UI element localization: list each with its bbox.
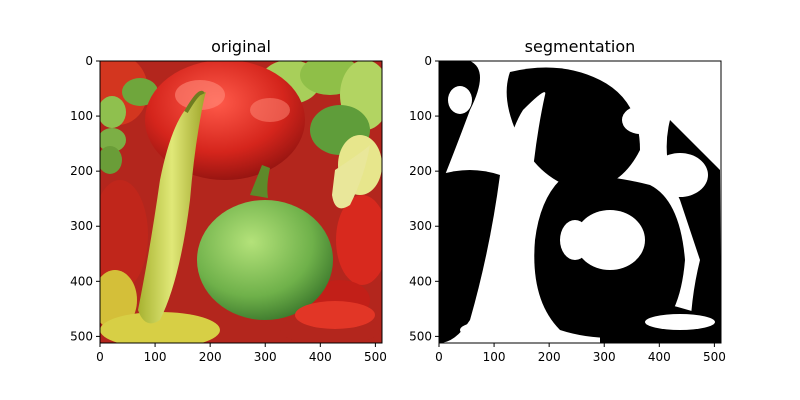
y-tick-label: 200 bbox=[70, 164, 93, 178]
x-tick-label: 200 bbox=[538, 350, 561, 364]
x-tick-label: 400 bbox=[309, 350, 332, 364]
y-tick-label: 100 bbox=[70, 109, 93, 123]
x-tick-label: 0 bbox=[435, 350, 443, 364]
original-frame bbox=[99, 60, 383, 344]
segmentation-frame bbox=[438, 60, 722, 344]
x-tick-label: 100 bbox=[483, 350, 506, 364]
x-tick-label: 500 bbox=[703, 350, 726, 364]
panel-title-original: original bbox=[211, 37, 271, 56]
x-tick-label: 400 bbox=[648, 350, 671, 364]
x-tick-label: 200 bbox=[199, 350, 222, 364]
y-tick-label: 300 bbox=[70, 219, 93, 233]
x-tick-label: 300 bbox=[593, 350, 616, 364]
y-tick-label: 500 bbox=[409, 329, 432, 343]
segmentation-image bbox=[439, 61, 721, 343]
y-tick-label: 500 bbox=[70, 329, 93, 343]
y-tick-label: 0 bbox=[424, 54, 432, 68]
panel-original: original bbox=[70, 37, 387, 364]
y-tick-label: 200 bbox=[409, 164, 432, 178]
x-tick-label: 0 bbox=[96, 350, 104, 364]
original-image bbox=[100, 61, 382, 343]
panel-title-segmentation: segmentation bbox=[525, 37, 636, 56]
x-tick-label: 500 bbox=[364, 350, 387, 364]
y-tick-label: 0 bbox=[85, 54, 93, 68]
x-tick-label: 300 bbox=[254, 350, 277, 364]
y-tick-label: 100 bbox=[409, 109, 432, 123]
panel-segmentation: segmentation 0 100 200 300 400 50001002003004… bbox=[409, 37, 726, 364]
y-tick-label: 300 bbox=[409, 219, 432, 233]
x-tick-label: 100 bbox=[144, 350, 167, 364]
y-tick-label: 400 bbox=[409, 274, 432, 288]
y-tick-label: 400 bbox=[70, 274, 93, 288]
